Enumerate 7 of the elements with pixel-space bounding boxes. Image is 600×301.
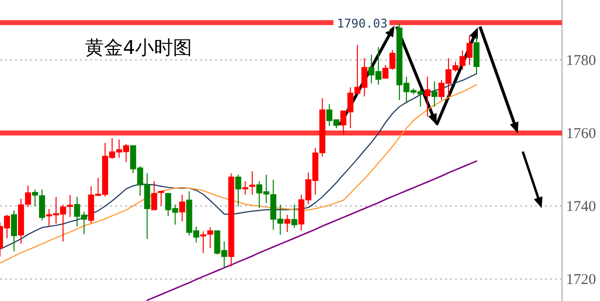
- annotation: 1790.03: [336, 16, 388, 30]
- text: 黄金4小时图: [85, 37, 192, 59]
- y-tick-label: 1740: [566, 199, 596, 216]
- line-series: [146, 160, 478, 301]
- y-tick-label: 1760: [566, 126, 596, 142]
- y-tick-label: 1720: [566, 272, 596, 288]
- y-tick-label: 1780: [566, 52, 596, 69]
